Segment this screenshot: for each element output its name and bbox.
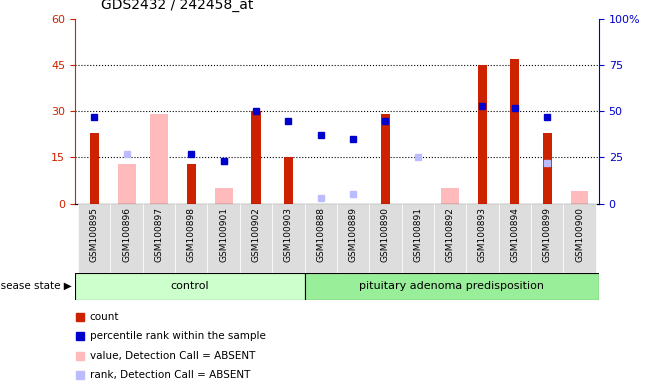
Text: GSM100899: GSM100899 bbox=[543, 207, 551, 262]
Bar bbox=[510, 59, 519, 204]
Bar bbox=[251, 111, 260, 204]
Bar bbox=[118, 164, 135, 204]
Text: rank, Detection Call = ABSENT: rank, Detection Call = ABSENT bbox=[90, 370, 250, 380]
Bar bbox=[499, 204, 531, 273]
Bar bbox=[111, 204, 143, 273]
Bar bbox=[478, 65, 487, 204]
Bar bbox=[305, 204, 337, 273]
Text: GSM100900: GSM100900 bbox=[575, 207, 584, 262]
Bar bbox=[466, 204, 499, 273]
Bar bbox=[90, 133, 99, 204]
Text: disease state ▶: disease state ▶ bbox=[0, 281, 72, 291]
Text: percentile rank within the sample: percentile rank within the sample bbox=[90, 331, 266, 341]
Bar bbox=[305, 273, 599, 300]
Text: GSM100892: GSM100892 bbox=[446, 207, 454, 262]
Text: GSM100896: GSM100896 bbox=[122, 207, 131, 262]
Text: GSM100897: GSM100897 bbox=[154, 207, 163, 262]
Bar bbox=[75, 273, 305, 300]
Bar bbox=[78, 204, 111, 273]
Text: GDS2432 / 242458_at: GDS2432 / 242458_at bbox=[101, 0, 253, 12]
Text: GSM100888: GSM100888 bbox=[316, 207, 326, 262]
Bar bbox=[272, 204, 305, 273]
Bar bbox=[215, 188, 232, 204]
Bar bbox=[143, 204, 175, 273]
Bar bbox=[284, 157, 293, 204]
Text: GSM100894: GSM100894 bbox=[510, 207, 519, 262]
Bar bbox=[208, 204, 240, 273]
Text: pituitary adenoma predisposition: pituitary adenoma predisposition bbox=[359, 281, 544, 291]
Bar bbox=[571, 191, 589, 204]
Bar bbox=[150, 114, 168, 204]
Text: GSM100891: GSM100891 bbox=[413, 207, 422, 262]
Text: GSM100902: GSM100902 bbox=[251, 207, 260, 262]
Bar bbox=[175, 204, 208, 273]
Text: GSM100898: GSM100898 bbox=[187, 207, 196, 262]
Bar bbox=[563, 204, 596, 273]
Bar bbox=[402, 204, 434, 273]
Text: GSM100890: GSM100890 bbox=[381, 207, 390, 262]
Text: GSM100889: GSM100889 bbox=[348, 207, 357, 262]
Bar bbox=[531, 204, 563, 273]
Bar bbox=[441, 188, 459, 204]
Bar bbox=[337, 204, 369, 273]
Bar bbox=[434, 204, 466, 273]
Bar bbox=[543, 133, 551, 204]
Bar bbox=[381, 114, 390, 204]
Bar bbox=[369, 204, 402, 273]
Bar bbox=[187, 164, 196, 204]
Text: control: control bbox=[171, 281, 209, 291]
Text: GSM100893: GSM100893 bbox=[478, 207, 487, 262]
Text: GSM100895: GSM100895 bbox=[90, 207, 99, 262]
Bar bbox=[240, 204, 272, 273]
Text: GSM100901: GSM100901 bbox=[219, 207, 228, 262]
Text: GSM100903: GSM100903 bbox=[284, 207, 293, 262]
Text: value, Detection Call = ABSENT: value, Detection Call = ABSENT bbox=[90, 351, 255, 361]
Text: count: count bbox=[90, 312, 119, 322]
